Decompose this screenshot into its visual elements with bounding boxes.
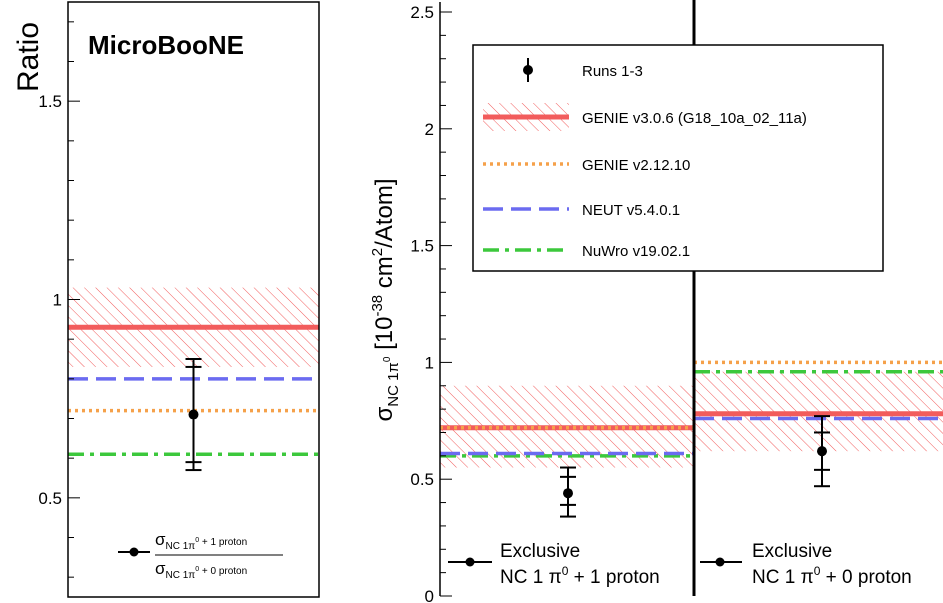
xsec-data-bin-2-marker: [817, 446, 827, 457]
ratio-tick-label: 1.5: [38, 92, 62, 111]
ratio-legend-marker: [129, 547, 139, 557]
legend-label: NuWro v19.02.1: [582, 243, 690, 260]
xsec-y-axis-label: σNC 1π0 [10-38 cm2/Atom]: [369, 178, 402, 421]
ratio-data-point-group: [185, 358, 202, 472]
cross-section-panel: 0 0.5 1 1.5 2 2.5 σNC 1π0 [10-38 cm2/Atom] Ru…: [369, 0, 943, 603]
ratio-y-axis-label: Ratio: [12, 22, 45, 92]
xsec-tick-label: 2: [425, 120, 434, 139]
bin-label-1: Exclusive NC 1 π0 + 1 proton: [448, 541, 660, 588]
legend-label: Runs 1-3: [582, 63, 643, 80]
bin-label-2: Exclusive NC 1 π0 + 0 proton: [700, 541, 912, 588]
xsec-y-ticks: 0 0.5 1 1.5 2 2.5: [410, 3, 452, 603]
bin-label-1-line1: Exclusive: [500, 541, 580, 562]
xsec-data-point-bin-2: [814, 415, 830, 488]
legend-entry-genie_v3: GENIE v3.0.6 (G18_10a_02_11a): [483, 103, 807, 131]
legend-entry-neut: NEUT v5.4.0.1: [483, 202, 680, 219]
xsec-data-point-bin-1: [560, 466, 576, 518]
legend-entry-genie_v2: GENIE v2.12.10: [483, 157, 690, 174]
xsec-data-bin-1-marker: [563, 488, 573, 499]
legend-entry-nuwro: NuWro v19.02.1: [483, 243, 690, 260]
xsec-legend: Runs 1-3 GENIE v3.0.6 (G18_10a_02_11a) GEN…: [472, 44, 884, 272]
ratio-legend: σNC 1π0 + 1 proton σNC 1π0 + 0 proton: [118, 530, 283, 581]
xsec-tick-label: 2.5: [410, 3, 434, 22]
bin-label-1-line2: NC 1 π0 + 1 proton: [500, 564, 660, 588]
bin-label-2-line1: Exclusive: [752, 541, 832, 562]
legend-box: [472, 44, 884, 272]
ratio-data-marker: [188, 409, 199, 420]
ratio-y-ticks: 0.5 1 1.5: [38, 21, 80, 578]
xsec-tick-label: 1.5: [410, 237, 434, 256]
xsec-model-lines: [440, 360, 943, 458]
xsec-tick-label: 0.5: [410, 470, 434, 489]
ratio-tick-label: 0.5: [38, 489, 62, 508]
legend-label: GENIE v3.0.6 (G18_10a_02_11a): [582, 110, 807, 127]
experiment-label: MicroBooNE: [88, 30, 244, 60]
ratio-legend-denominator: σNC 1π0 + 0 proton: [155, 559, 247, 581]
legend-entry-data: Runs 1-3: [523, 58, 643, 82]
legend-marker: [523, 65, 533, 75]
legend-label: NEUT v5.4.0.1: [582, 202, 680, 219]
xsec-tick-label: 1: [425, 353, 434, 372]
xsec-data-points: [560, 415, 830, 518]
bin-label-2-line2: NC 1 π0 + 0 proton: [752, 564, 912, 588]
bin-label-2-marker: [715, 557, 725, 567]
ratio-legend-numerator: σNC 1π0 + 1 proton: [155, 530, 247, 552]
legend-label: GENIE v2.12.10: [582, 157, 690, 174]
ratio-tick-label: 1: [53, 291, 62, 310]
xsec-tick-label: 0: [425, 587, 434, 603]
ratio-panel: 0.5 1 1.5 Ratio MicroBooNE σNC 1π0 + 1 pro…: [12, 1, 320, 598]
bin-label-1-marker: [465, 557, 475, 567]
